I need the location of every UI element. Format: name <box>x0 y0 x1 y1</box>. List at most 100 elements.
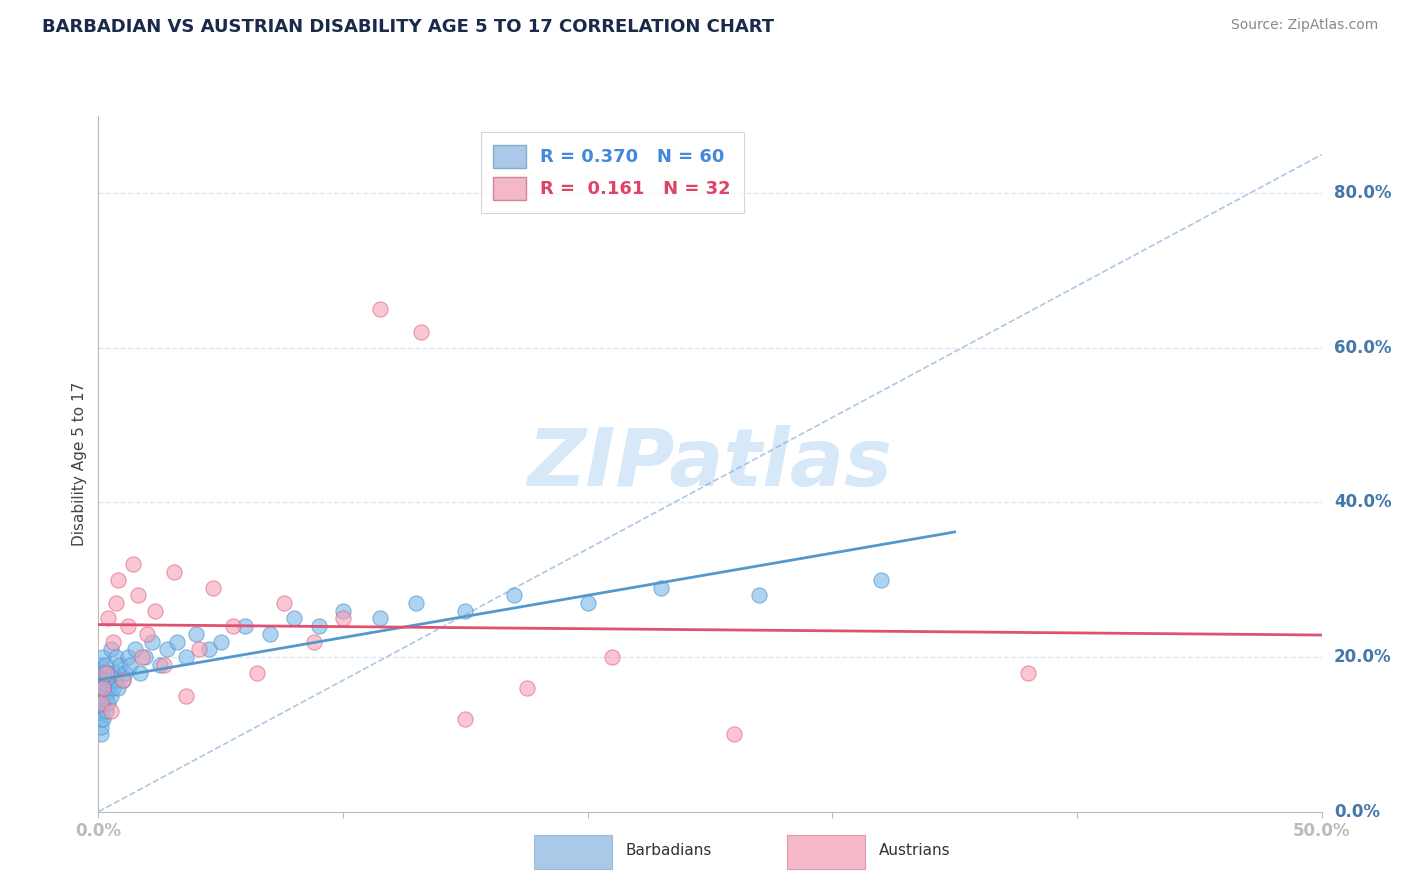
Point <box>332 604 354 618</box>
Point <box>97 611 120 625</box>
Point <box>156 642 179 657</box>
Point <box>600 650 623 665</box>
Point <box>143 604 166 618</box>
Point <box>454 712 477 726</box>
Point <box>94 704 117 718</box>
Point <box>101 681 124 695</box>
Point <box>91 650 114 665</box>
Point <box>100 689 122 703</box>
Point <box>870 573 893 587</box>
Point <box>136 627 159 641</box>
Legend: R = 0.370   N = 60, R =  0.161   N = 32: R = 0.370 N = 60, R = 0.161 N = 32 <box>481 132 744 212</box>
Text: 0.0%: 0.0% <box>1334 803 1379 821</box>
Point <box>104 596 127 610</box>
Point <box>176 689 198 703</box>
FancyBboxPatch shape <box>534 835 612 869</box>
Text: Source: ZipAtlas.com: Source: ZipAtlas.com <box>1230 18 1378 32</box>
Point <box>149 657 172 672</box>
Text: 40.0%: 40.0% <box>1334 493 1392 511</box>
Point <box>127 588 149 602</box>
Point <box>104 673 127 688</box>
Point <box>90 665 112 680</box>
Point <box>650 581 672 595</box>
Point <box>308 619 330 633</box>
Point <box>129 665 152 680</box>
Point <box>94 665 117 680</box>
Point <box>91 665 114 680</box>
Point <box>97 665 120 680</box>
Point <box>723 727 745 741</box>
Point <box>94 689 117 703</box>
Point <box>163 565 186 579</box>
Point <box>100 704 122 718</box>
Point <box>90 697 112 711</box>
Point <box>259 627 281 641</box>
Text: ZIPatlas: ZIPatlas <box>527 425 893 503</box>
Point <box>131 650 153 665</box>
Text: Barbadians: Barbadians <box>626 843 711 858</box>
Point <box>176 650 198 665</box>
Point <box>1017 665 1039 680</box>
Point <box>101 665 124 680</box>
Text: 60.0%: 60.0% <box>1334 339 1392 357</box>
Point <box>91 712 114 726</box>
Point <box>97 697 120 711</box>
Point <box>90 712 112 726</box>
Point <box>110 657 132 672</box>
Point <box>246 665 269 680</box>
Point <box>197 642 219 657</box>
Point <box>94 657 117 672</box>
Point <box>111 673 134 688</box>
Point <box>202 581 225 595</box>
Point <box>107 573 129 587</box>
FancyBboxPatch shape <box>787 835 865 869</box>
Point <box>186 627 208 641</box>
Point <box>332 611 354 625</box>
Y-axis label: Disability Age 5 to 17: Disability Age 5 to 17 <box>72 382 87 546</box>
Point <box>107 681 129 695</box>
Point <box>368 302 391 317</box>
Point <box>748 588 770 602</box>
Point <box>91 681 114 695</box>
Point <box>368 611 391 625</box>
Point <box>94 673 117 688</box>
Point <box>100 642 122 657</box>
Point <box>233 619 256 633</box>
Point <box>576 596 599 610</box>
Point <box>104 650 127 665</box>
Point <box>515 681 537 695</box>
Point <box>111 673 134 688</box>
Point <box>97 681 120 695</box>
Point <box>121 558 143 572</box>
Point <box>405 596 427 610</box>
Point <box>166 634 188 648</box>
Text: BARBADIAN VS AUSTRIAN DISABILITY AGE 5 TO 17 CORRELATION CHART: BARBADIAN VS AUSTRIAN DISABILITY AGE 5 T… <box>42 18 775 36</box>
Point <box>100 673 122 688</box>
Point <box>302 634 325 648</box>
Point <box>117 619 139 633</box>
Point <box>90 727 112 741</box>
Point <box>187 642 209 657</box>
Text: 20.0%: 20.0% <box>1334 648 1392 666</box>
Point <box>107 665 129 680</box>
Point <box>141 634 163 648</box>
Point <box>90 689 112 703</box>
Point <box>134 650 156 665</box>
Point <box>91 681 114 695</box>
Point <box>90 681 112 695</box>
Point <box>90 657 112 672</box>
Point <box>153 657 176 672</box>
Point <box>114 665 136 680</box>
Point <box>283 611 305 625</box>
Point <box>90 720 112 734</box>
Point <box>454 604 477 618</box>
Point <box>101 634 124 648</box>
Text: Austrians: Austrians <box>879 843 950 858</box>
Point <box>90 673 112 688</box>
Point <box>117 650 139 665</box>
Point <box>90 697 112 711</box>
Point <box>124 642 146 657</box>
Point <box>91 697 114 711</box>
Point <box>273 596 295 610</box>
Point <box>411 326 433 340</box>
